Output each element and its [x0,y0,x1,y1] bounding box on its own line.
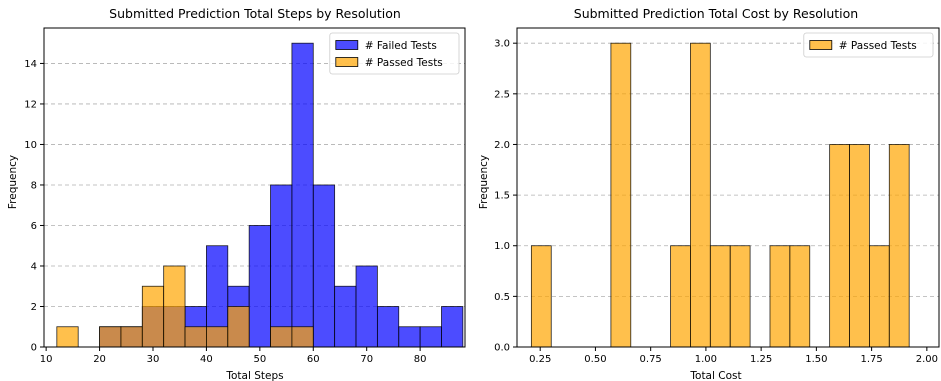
histogram-bar [334,285,357,348]
histogram-bar [530,245,552,348]
legend-box [329,32,460,75]
x-axis-label: Total Steps [225,370,283,381]
histogram-bar [163,265,186,348]
x-tick-label: 30 [147,354,160,365]
histogram-bar [709,245,731,348]
y-tick-label: 3.0 [494,39,510,50]
histogram-bar [376,306,400,348]
x-tick-label: 80 [414,354,427,365]
y-tick-label: 2.5 [494,89,510,100]
histogram-bar [141,285,165,348]
legend-entry-label: # Passed Tests [839,40,917,52]
plot-frame [43,27,466,348]
histogram-bar [769,245,791,348]
y-tick-label: 0 [31,343,37,354]
histogram-bar [355,265,378,348]
histogram-bar [670,245,691,348]
histogram-bar [869,245,890,348]
x-axis-label: Total Cost [689,370,741,381]
histogram-bar [789,245,811,348]
histogram-bar [829,144,850,348]
x-tick-label: 1.00 [695,354,717,365]
y-tick-label: 1.0 [494,241,510,252]
histogram-bar [312,184,336,348]
y-tick-label: 0.5 [494,292,510,303]
x-tick-label: 10 [40,354,53,365]
y-tick-label: 2 [31,302,37,313]
histogram-bar [888,144,910,348]
legend: # Passed Tests [803,32,934,58]
histogram-bar [291,326,314,348]
y-tick-label: 0.0 [494,343,510,354]
y-tick-label: 1.5 [494,191,510,202]
x-tick-label: 20 [93,354,106,365]
chart-title: Submitted Prediction Total Steps by Reso… [109,6,401,21]
x-tick-label: 1.25 [750,354,772,365]
histogram-bar [270,184,293,348]
histogram-bar [690,42,711,348]
x-tick-label: 2.00 [916,354,938,365]
histogram-bar [291,42,314,348]
x-tick-label: 40 [200,354,213,365]
x-tick-label: 0.75 [640,354,662,365]
legend-entry-label: # Passed Tests [365,57,443,69]
legend-swatch [335,40,359,50]
x-tick-label: 50 [253,354,266,365]
legend-swatch [335,57,359,67]
histogram-bar [849,144,870,348]
histogram-bar [248,225,271,348]
chart-title: Submitted Prediction Total Cost by Resol… [574,6,858,21]
y-tick-label: 14 [24,59,37,70]
steps-histogram-panel: Submitted Prediction Total Steps by Reso… [7,6,466,381]
histogram-bar [184,326,207,348]
histogram-bar [441,306,464,348]
histogram-bar [610,42,632,348]
y-tick-label: 2.0 [494,140,510,151]
y-tick-label: 6 [31,221,37,232]
cost-histogram-panel: Submitted Prediction Total Cost by Resol… [478,6,940,381]
y-tick-label: 12 [24,99,37,110]
y-tick-label: 4 [31,261,37,272]
histogram-bar [56,326,79,348]
y-axis-label: Frequency [7,155,19,209]
x-tick-label: 1.75 [860,354,882,365]
histogram-bar [729,245,751,348]
histogram-bar [398,326,421,348]
y-tick-label: 10 [24,140,37,151]
histogram-bar [227,306,250,348]
legend: # Failed Tests # Passed Tests [329,32,460,75]
histogram-bar [270,326,293,348]
legend-swatch [809,40,833,50]
x-tick-label: 70 [360,354,373,365]
x-tick-label: 60 [307,354,320,365]
plot-frame [516,27,940,348]
x-tick-label: 0.50 [584,354,606,365]
histogram-bar [206,326,229,348]
legend-entry-label: # Failed Tests [365,40,437,52]
histogram-bar [99,326,122,348]
histogram-bar [120,326,143,348]
histogram-bar [419,326,442,348]
legend-box [803,32,934,58]
x-tick-label: 0.25 [529,354,551,365]
x-tick-label: 1.50 [805,354,827,365]
y-tick-label: 8 [31,180,37,191]
y-axis-label: Frequency [478,155,490,209]
